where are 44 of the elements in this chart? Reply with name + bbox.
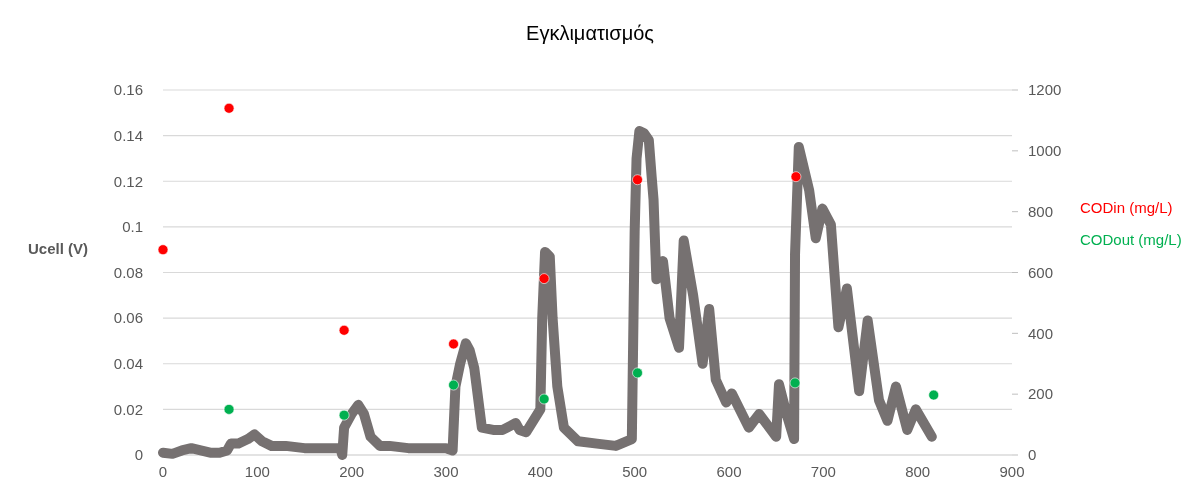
text: CODin (mg/L) xyxy=(1080,199,1173,217)
y2-tick-label: 1000 xyxy=(1028,142,1062,160)
point xyxy=(790,171,802,182)
point xyxy=(338,409,350,421)
chart-title: Εγκλιματισμός xyxy=(526,22,655,44)
x-tick-label: 0 xyxy=(158,463,168,480)
point xyxy=(632,367,643,379)
point xyxy=(448,379,459,391)
y2-tick-label: 1200 xyxy=(1028,81,1062,99)
y2-tick-label: 600 xyxy=(1028,263,1054,281)
y-tick-label: 0.02 xyxy=(113,400,143,418)
x-tick-label: 900 xyxy=(999,463,1025,480)
point xyxy=(928,389,939,401)
point xyxy=(223,404,235,415)
x-tick-label: 100 xyxy=(244,463,270,480)
y2-tick-label: 0 xyxy=(1028,446,1037,464)
y-tick-label: 0.16 xyxy=(113,81,143,99)
y-tick-label: 0.1 xyxy=(122,218,143,236)
y-tick-label: 0.04 xyxy=(113,355,143,372)
text: CODout (mg/L) xyxy=(1080,231,1182,249)
x-tick-label: 700 xyxy=(810,463,836,480)
point xyxy=(632,174,643,186)
point xyxy=(789,377,801,389)
y-tick-label: 0.12 xyxy=(113,172,143,190)
x-tick-label: 400 xyxy=(527,463,553,480)
y2-tick-label: 200 xyxy=(1028,385,1054,403)
x-tick-label: 200 xyxy=(339,463,365,480)
y-tick-label: 0.06 xyxy=(113,309,143,327)
point xyxy=(448,338,459,350)
point xyxy=(157,244,169,255)
point xyxy=(223,102,235,114)
x-tick-label: 500 xyxy=(622,463,648,480)
y-tick-label: 0.14 xyxy=(113,126,143,144)
y-tick-label: 0.08 xyxy=(113,263,143,281)
point xyxy=(338,324,350,336)
x-tick-label: 600 xyxy=(716,463,742,480)
x-tick-label: 800 xyxy=(905,463,931,480)
y-tick-label: 0 xyxy=(134,446,143,464)
y2-tick-label: 800 xyxy=(1028,202,1054,220)
point xyxy=(538,393,550,405)
y2-tick-label: 400 xyxy=(1028,324,1054,342)
point xyxy=(538,273,550,284)
y-axis-title: Ucell (V) xyxy=(27,240,89,257)
x-tick-label: 300 xyxy=(433,463,459,480)
